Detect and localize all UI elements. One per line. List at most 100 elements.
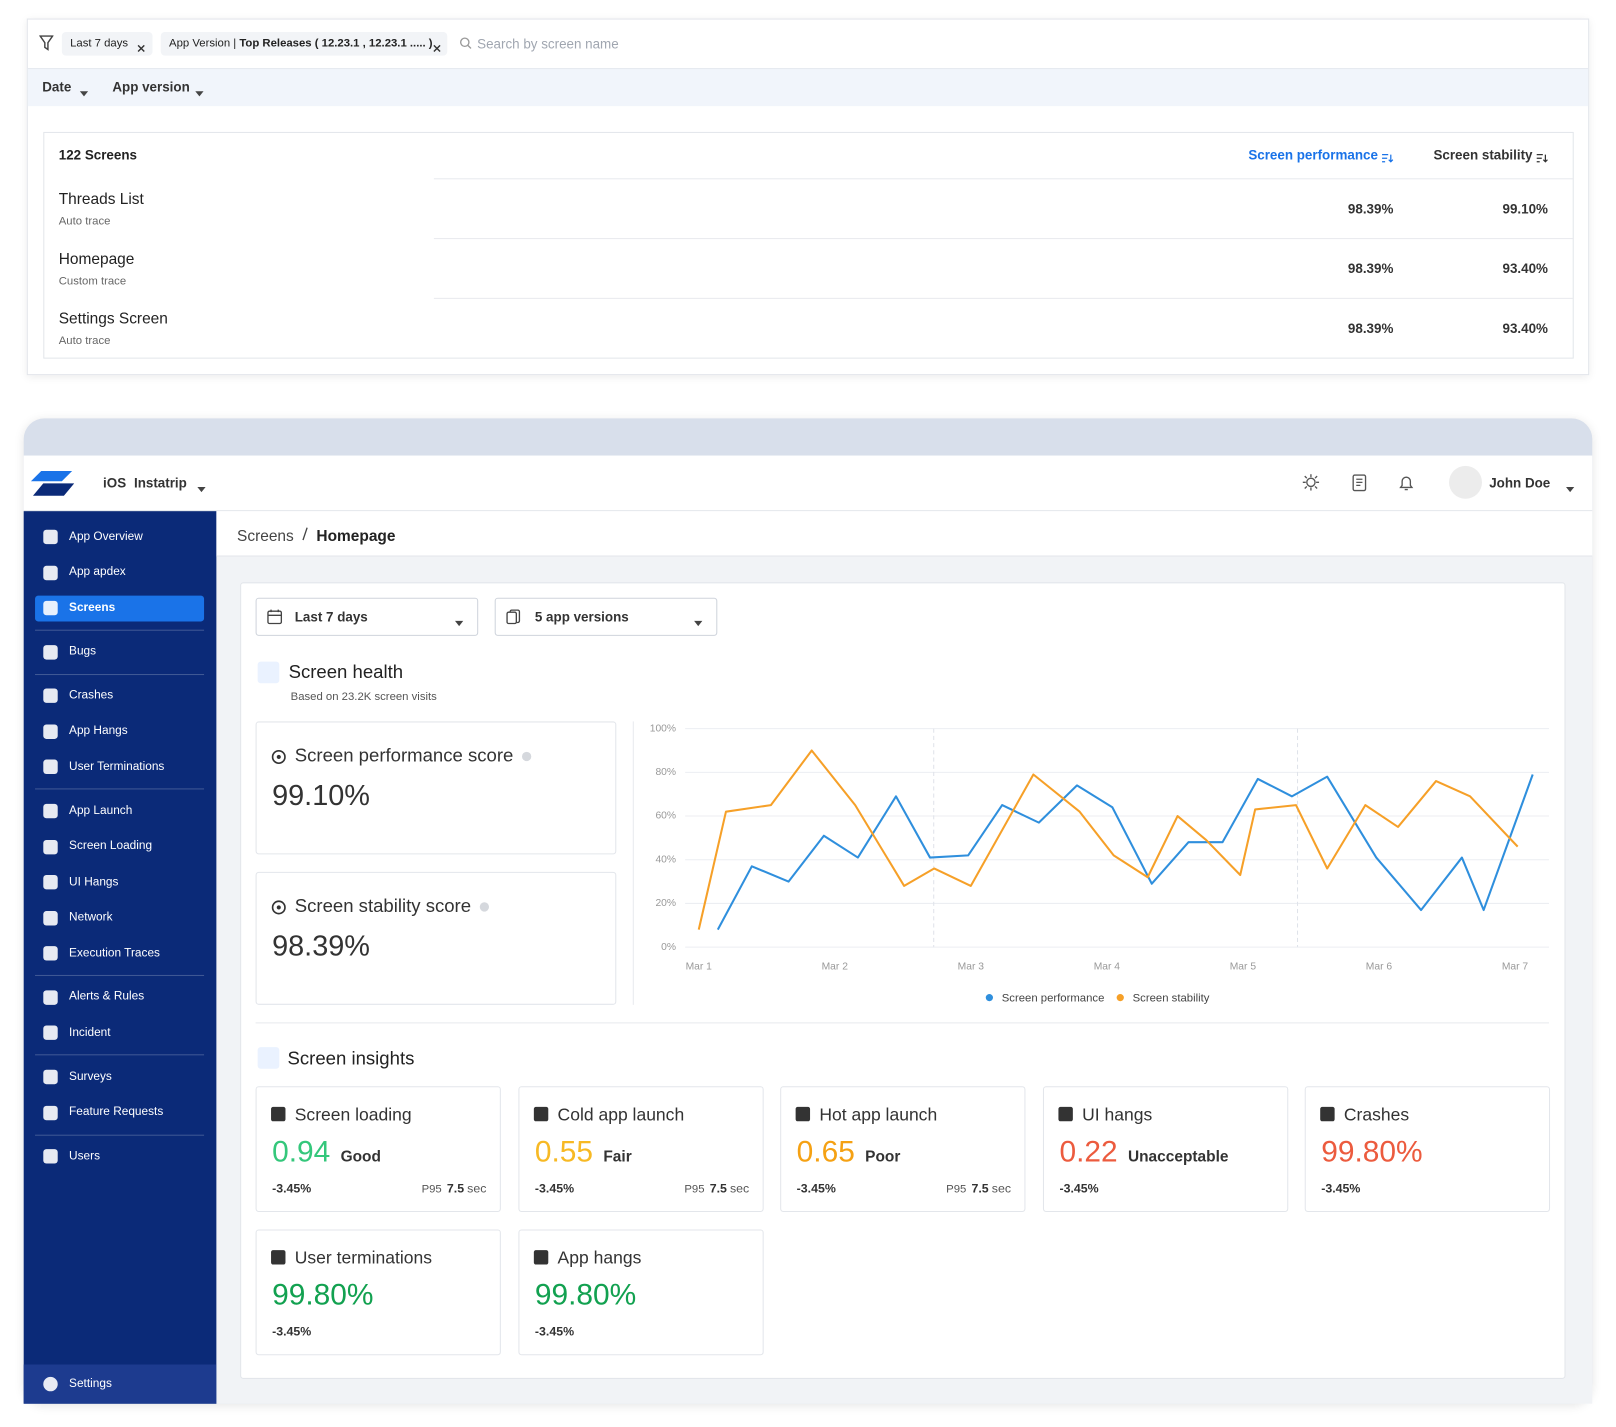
insight-title: App hangs — [557, 1247, 642, 1268]
row-divider — [433, 238, 1574, 240]
user-name: John Doe — [1489, 474, 1551, 491]
table-cell: 99.10% — [1502, 200, 1548, 217]
breadcrumb-item: Screens — [237, 527, 294, 545]
nav-icon — [43, 601, 58, 616]
caret — [454, 614, 464, 627]
app-name: Instatrip — [133, 474, 187, 491]
score-icon — [271, 749, 286, 764]
nav-item[interactable]: User Terminations — [69, 760, 165, 774]
chip-value: Top Releases ( 12.23.1 , 12.23.1 ..... ) — [239, 37, 433, 50]
nav-item[interactable]: Network — [69, 911, 113, 924]
insight-change: -3.45% — [534, 1181, 575, 1196]
insight-value: 0.65 — [796, 1135, 855, 1169]
section-icon — [257, 1047, 280, 1069]
insight-change: -3.45% — [272, 1324, 312, 1340]
nav-icon — [43, 724, 58, 739]
dropdown[interactable] — [255, 597, 479, 636]
dropdown[interactable] — [494, 597, 718, 636]
insight-metric: 99.80% — [272, 1281, 373, 1311]
chip[interactable] — [160, 31, 448, 56]
insight-card — [1304, 1086, 1551, 1212]
section-subtitle: Based on 23.2K screen visits — [290, 690, 437, 703]
nav-item[interactable]: App apdex — [69, 566, 126, 579]
table-cell: 93.40% — [1502, 260, 1548, 277]
y-tick-label: 100% — [650, 723, 676, 734]
score-label-text: Screen performance score — [294, 745, 514, 766]
insight-p95: P95 7.5 sec — [946, 1183, 1011, 1196]
insight-card — [518, 1229, 764, 1356]
screen-name: Settings Screen — [58, 309, 168, 328]
insight-card — [780, 1086, 1026, 1212]
nav-item[interactable]: Surveys — [69, 1070, 112, 1083]
insight-icon — [1320, 1106, 1335, 1122]
settings-icon — [1302, 474, 1320, 491]
nav-divider — [35, 788, 205, 790]
screens-table — [43, 131, 1574, 359]
p95-label: P95 — [946, 1183, 967, 1196]
nav-item[interactable]: Screen Loading — [69, 840, 153, 853]
insight-icon — [795, 1106, 811, 1122]
nav-divider — [35, 1134, 205, 1136]
nav-icon — [43, 803, 58, 819]
nav-icon — [43, 1105, 58, 1120]
nav-item[interactable]: Alerts & Rules — [69, 990, 145, 1004]
nav-icon — [43, 759, 58, 775]
nav-item[interactable]: Incident — [69, 1026, 111, 1039]
divider — [632, 721, 634, 1005]
filter-tab: Date — [42, 79, 72, 95]
p95-value: 7.5 — [709, 1181, 727, 1196]
nav-icon — [43, 946, 58, 961]
nav-item[interactable]: Bugs — [69, 645, 97, 658]
insight-rating: Fair — [603, 1148, 632, 1166]
score-label-text: Screen stability score — [294, 895, 472, 917]
nav-item[interactable]: Screens — [69, 601, 116, 615]
insight-card — [1042, 1086, 1289, 1212]
info-icon — [479, 897, 490, 916]
x-tick-label: Mar 7 — [1502, 961, 1529, 972]
close-icon — [433, 40, 441, 53]
series-line — [697, 749, 1519, 930]
row-divider — [433, 297, 1574, 299]
series-line — [716, 774, 1534, 931]
insight-change: -3.45% — [272, 1181, 312, 1196]
nav-item[interactable]: App Hangs — [69, 724, 128, 738]
nav-item[interactable]: Feature Requests — [69, 1106, 164, 1119]
score-icon — [271, 900, 286, 915]
p95-label: P95 — [421, 1183, 442, 1196]
nav-item[interactable]: App Overview — [69, 530, 143, 543]
y-tick-label: 20% — [655, 898, 676, 909]
caret — [79, 85, 89, 97]
nav-item[interactable]: Settings — [69, 1377, 112, 1390]
search-icon — [460, 37, 472, 49]
insight-value: 0.22 — [1059, 1135, 1118, 1169]
nav-icon — [43, 1069, 58, 1085]
insight-title: Cold app launch — [557, 1104, 685, 1125]
chip[interactable] — [61, 31, 153, 56]
trace-type: Auto trace — [58, 215, 111, 228]
breadcrumb-separator — [300, 526, 310, 544]
nav-item[interactable]: App Launch — [69, 804, 133, 817]
caret — [195, 85, 204, 97]
nav-item[interactable]: Execution Traces — [69, 947, 160, 960]
legend-swatch — [1116, 994, 1124, 1002]
nav-divider — [35, 629, 205, 631]
nav-active — [35, 595, 205, 622]
notifications-icon — [1399, 474, 1414, 492]
nav-item[interactable]: Crashes — [69, 689, 114, 702]
nav-item[interactable]: UI Hangs — [69, 875, 119, 889]
p95-unit: sec — [729, 1181, 750, 1196]
avatar[interactable] — [1449, 465, 1483, 499]
insight-value: 0.55 — [534, 1135, 594, 1169]
y-tick-label: 40% — [655, 854, 676, 865]
nav-item[interactable]: Users — [69, 1149, 101, 1163]
chip-text: Last 7 days — [70, 37, 129, 50]
insight-icon — [271, 1106, 286, 1122]
caret — [1565, 480, 1575, 493]
filter-icon — [38, 35, 54, 51]
insight-change: -3.45% — [1059, 1181, 1099, 1196]
nav-icon — [43, 910, 58, 926]
nav-divider — [35, 975, 205, 977]
insight-value: 99.80% — [1321, 1135, 1423, 1169]
platform: iOS — [103, 474, 127, 491]
nav-icon — [43, 875, 58, 890]
